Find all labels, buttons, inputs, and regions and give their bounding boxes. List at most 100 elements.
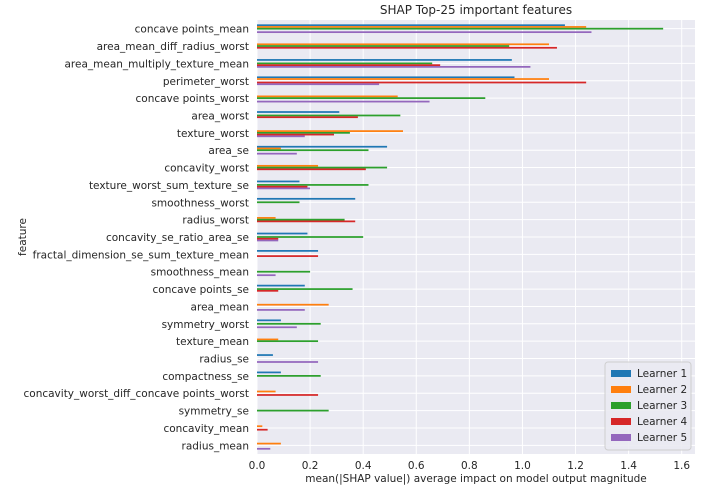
y-tick-label: area_se xyxy=(208,145,249,157)
bar-learner-3 xyxy=(257,375,321,377)
bar-learner-5 xyxy=(257,135,305,138)
y-tick-label: radius_se xyxy=(199,354,249,366)
x-tick-label: 0.0 xyxy=(249,460,266,472)
bar-learner-3 xyxy=(257,149,369,152)
bar-learner-1 xyxy=(257,197,356,200)
bar-learner-2 xyxy=(257,390,276,393)
bar-learner-5 xyxy=(257,274,276,277)
bar-learner-5 xyxy=(257,66,531,68)
bar-learner-4 xyxy=(257,116,358,119)
bar-learner-2 xyxy=(257,78,549,80)
bar-learner-2 xyxy=(257,338,279,341)
bar-learner-2 xyxy=(257,43,549,46)
y-tick-label: symmetry_worst xyxy=(162,319,249,331)
y-tick-label: concavity_se_ratio_area_se xyxy=(106,232,249,244)
x-tick-label: 0.8 xyxy=(461,460,478,472)
bar-learner-1 xyxy=(257,24,565,27)
bar-learner-1 xyxy=(257,284,305,287)
bar-learner-4 xyxy=(257,168,366,171)
y-tick-label: radius_mean xyxy=(182,440,250,452)
y-tick-label: perimeter_worst xyxy=(163,76,249,88)
bar-learner-3 xyxy=(257,201,300,204)
bar-learner-2 xyxy=(257,95,398,98)
y-tick-label: smoothness_worst xyxy=(151,197,249,209)
bar-learner-1 xyxy=(257,76,515,79)
x-tick-label: 0.6 xyxy=(408,460,425,472)
y-tick-label: fractal_dimension_se_sum_texture_mean xyxy=(33,249,249,261)
legend-box xyxy=(604,361,692,451)
bar-learner-3 xyxy=(257,288,353,290)
bar-learner-3 xyxy=(257,236,364,238)
legend-swatch xyxy=(611,434,631,441)
x-tick-label: 1.6 xyxy=(673,460,690,472)
x-tick-label: 1.4 xyxy=(620,460,637,472)
x-axis-label: mean(|SHAP value|) average impact on mod… xyxy=(305,473,647,485)
bar-learner-5 xyxy=(257,100,430,103)
bar-learner-2 xyxy=(257,130,403,132)
bar-learner-3 xyxy=(257,62,433,65)
bar-learner-2 xyxy=(257,26,587,28)
legend-label: Learner 4 xyxy=(637,416,687,428)
legend-swatch xyxy=(611,402,631,409)
bar-learner-3 xyxy=(257,114,401,117)
bar-learner-3 xyxy=(257,166,388,169)
bar-learner-3 xyxy=(257,27,664,30)
x-tick-label: 1.0 xyxy=(514,460,531,472)
y-tick-label: area_mean_diff_radius_worst xyxy=(97,41,249,53)
y-tick-labels: concave points_mean area_mean_diff_radius… xyxy=(24,24,250,453)
y-tick-label: texture_mean xyxy=(176,336,249,348)
bar-learner-5 xyxy=(257,447,271,450)
bar-learner-1 xyxy=(257,354,273,356)
y-tick-label: concave points_se xyxy=(153,284,250,296)
y-tick-label: area_worst xyxy=(191,110,249,122)
bar-learner-5 xyxy=(257,31,592,34)
y-tick-label: concave points_worst xyxy=(136,93,250,105)
bar-learner-4 xyxy=(257,237,279,240)
bar-learner-2 xyxy=(257,164,319,167)
legend: Learner 1 Learner 2 Learner 3 Learner 4 Lear… xyxy=(604,361,692,451)
legend-swatch xyxy=(611,418,631,425)
legend-label: Learner 5 xyxy=(637,432,687,444)
bar-learner-3 xyxy=(257,131,350,134)
x-tick-labels: 0.0 0.2 0.4 0.6 0.8 1.0 1.2 1.4 1.6 xyxy=(249,460,691,472)
bar-learner-2 xyxy=(257,147,281,150)
legend-label: Learner 3 xyxy=(637,400,687,412)
legend-swatch xyxy=(611,370,631,377)
y-tick-label: radius_worst xyxy=(182,215,249,227)
legend-swatch xyxy=(611,386,631,393)
x-tick-label: 0.2 xyxy=(302,460,319,472)
bar-learner-1 xyxy=(257,371,281,374)
bar-learner-4 xyxy=(257,64,441,67)
legend-label: Learner 2 xyxy=(637,384,687,396)
bar-learner-5 xyxy=(257,239,279,242)
bar-learner-1 xyxy=(257,59,512,61)
bar-learner-1 xyxy=(257,250,319,252)
y-tick-label: concave points_mean xyxy=(135,24,249,36)
bar-learner-4 xyxy=(257,185,308,188)
bar-learner-4 xyxy=(257,289,279,292)
bar-learner-3 xyxy=(257,218,345,221)
y-tick-label: concavity_mean xyxy=(163,423,249,435)
bar-learner-1 xyxy=(257,111,340,113)
bar-learner-5 xyxy=(257,152,297,155)
bar-learner-4 xyxy=(257,133,334,136)
bar-learner-4 xyxy=(257,394,319,396)
bar-learner-3 xyxy=(257,270,311,273)
y-tick-label: concavity_worst_diff_concave points_wors… xyxy=(24,388,250,400)
bar-learner-2 xyxy=(257,217,276,219)
legend-label: Learner 1 xyxy=(637,368,687,380)
bar-learner-3 xyxy=(257,184,369,186)
y-tick-label: concavity_worst xyxy=(164,163,249,175)
bar-learner-3 xyxy=(257,409,329,412)
bar-learner-5 xyxy=(257,83,380,86)
bar-learner-1 xyxy=(257,145,388,148)
y-tick-label: area_mean xyxy=(191,301,249,313)
bar-learner-4 xyxy=(257,428,268,431)
bar-learner-2 xyxy=(257,442,281,445)
x-tick-label: 0.4 xyxy=(355,460,372,472)
bar-learner-4 xyxy=(257,81,587,84)
bar-learner-1 xyxy=(257,180,300,183)
bar-learner-5 xyxy=(257,309,305,311)
y-axis-label: feature xyxy=(17,218,29,256)
